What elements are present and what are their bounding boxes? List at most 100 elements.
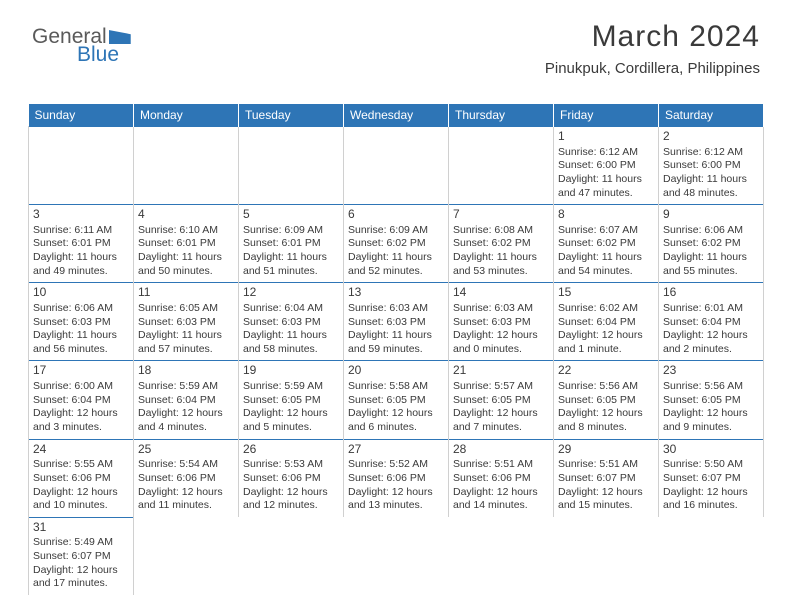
day-number: 7 xyxy=(453,207,549,223)
sunset-line: Sunset: 6:07 PM xyxy=(33,550,129,564)
calendar-header-row: Sunday Monday Tuesday Wednesday Thursday… xyxy=(29,104,764,127)
calendar-cell: 10Sunrise: 6:06 AMSunset: 6:03 PMDayligh… xyxy=(29,283,134,361)
sunrise-line: Sunrise: 5:58 AM xyxy=(348,380,444,394)
sunrise-line: Sunrise: 6:09 AM xyxy=(243,224,339,238)
day-number: 27 xyxy=(348,442,444,458)
sunrise-line: Sunrise: 6:09 AM xyxy=(348,224,444,238)
calendar-cell xyxy=(344,127,449,205)
sunrise-line: Sunrise: 6:08 AM xyxy=(453,224,549,238)
day-number: 6 xyxy=(348,207,444,223)
daylight-line: Daylight: 11 hours and 55 minutes. xyxy=(663,251,759,278)
calendar-cell: 31Sunrise: 5:49 AMSunset: 6:07 PMDayligh… xyxy=(29,517,134,595)
calendar-week-row: 31Sunrise: 5:49 AMSunset: 6:07 PMDayligh… xyxy=(29,517,764,595)
day-number: 19 xyxy=(243,363,339,379)
col-mon: Monday xyxy=(134,104,239,127)
sunrise-line: Sunrise: 6:10 AM xyxy=(138,224,234,238)
sunset-line: Sunset: 6:06 PM xyxy=(33,472,129,486)
daylight-line: Daylight: 12 hours and 3 minutes. xyxy=(33,407,129,434)
sunset-line: Sunset: 6:02 PM xyxy=(663,237,759,251)
sunrise-line: Sunrise: 5:50 AM xyxy=(663,458,759,472)
month-title: March 2024 xyxy=(545,20,760,54)
sunset-line: Sunset: 6:06 PM xyxy=(348,472,444,486)
calendar-cell: 26Sunrise: 5:53 AMSunset: 6:06 PMDayligh… xyxy=(239,439,344,517)
calendar-cell xyxy=(449,517,554,595)
day-number: 13 xyxy=(348,285,444,301)
daylight-line: Daylight: 12 hours and 4 minutes. xyxy=(138,407,234,434)
day-number: 22 xyxy=(558,363,654,379)
calendar-cell: 16Sunrise: 6:01 AMSunset: 6:04 PMDayligh… xyxy=(659,283,764,361)
sunrise-line: Sunrise: 6:07 AM xyxy=(558,224,654,238)
calendar-cell xyxy=(449,127,554,205)
calendar-cell: 21Sunrise: 5:57 AMSunset: 6:05 PMDayligh… xyxy=(449,361,554,439)
calendar-cell: 24Sunrise: 5:55 AMSunset: 6:06 PMDayligh… xyxy=(29,439,134,517)
col-wed: Wednesday xyxy=(344,104,449,127)
sunset-line: Sunset: 6:05 PM xyxy=(348,394,444,408)
day-number: 12 xyxy=(243,285,339,301)
calendar-cell: 25Sunrise: 5:54 AMSunset: 6:06 PMDayligh… xyxy=(134,439,239,517)
sunrise-line: Sunrise: 5:52 AM xyxy=(348,458,444,472)
sunset-line: Sunset: 6:05 PM xyxy=(243,394,339,408)
logo-text-2: Blue xyxy=(77,43,119,67)
daylight-line: Daylight: 12 hours and 12 minutes. xyxy=(243,486,339,513)
sunrise-line: Sunrise: 5:49 AM xyxy=(33,536,129,550)
sunrise-line: Sunrise: 6:11 AM xyxy=(33,224,129,238)
sunset-line: Sunset: 6:05 PM xyxy=(663,394,759,408)
daylight-line: Daylight: 12 hours and 13 minutes. xyxy=(348,486,444,513)
day-number: 20 xyxy=(348,363,444,379)
calendar-cell: 14Sunrise: 6:03 AMSunset: 6:03 PMDayligh… xyxy=(449,283,554,361)
calendar-cell: 29Sunrise: 5:51 AMSunset: 6:07 PMDayligh… xyxy=(554,439,659,517)
daylight-line: Daylight: 12 hours and 15 minutes. xyxy=(558,486,654,513)
day-number: 11 xyxy=(138,285,234,301)
sunrise-line: Sunrise: 6:03 AM xyxy=(348,302,444,316)
sunset-line: Sunset: 6:05 PM xyxy=(453,394,549,408)
day-number: 1 xyxy=(558,129,654,145)
calendar-cell: 3Sunrise: 6:11 AMSunset: 6:01 PMDaylight… xyxy=(29,205,134,283)
calendar-cell xyxy=(134,127,239,205)
sunset-line: Sunset: 6:03 PM xyxy=(243,316,339,330)
daylight-line: Daylight: 11 hours and 54 minutes. xyxy=(558,251,654,278)
sunset-line: Sunset: 6:04 PM xyxy=(138,394,234,408)
calendar-cell xyxy=(659,517,764,595)
calendar-cell: 7Sunrise: 6:08 AMSunset: 6:02 PMDaylight… xyxy=(449,205,554,283)
sunset-line: Sunset: 6:03 PM xyxy=(348,316,444,330)
day-number: 14 xyxy=(453,285,549,301)
day-number: 5 xyxy=(243,207,339,223)
col-tue: Tuesday xyxy=(239,104,344,127)
sunset-line: Sunset: 6:04 PM xyxy=(33,394,129,408)
daylight-line: Daylight: 12 hours and 6 minutes. xyxy=(348,407,444,434)
daylight-line: Daylight: 12 hours and 2 minutes. xyxy=(663,329,759,356)
sunrise-line: Sunrise: 6:04 AM xyxy=(243,302,339,316)
daylight-line: Daylight: 12 hours and 8 minutes. xyxy=(558,407,654,434)
sunrise-line: Sunrise: 5:51 AM xyxy=(558,458,654,472)
sunset-line: Sunset: 6:01 PM xyxy=(243,237,339,251)
daylight-line: Daylight: 11 hours and 59 minutes. xyxy=(348,329,444,356)
calendar-cell: 20Sunrise: 5:58 AMSunset: 6:05 PMDayligh… xyxy=(344,361,449,439)
sunrise-line: Sunrise: 6:06 AM xyxy=(663,224,759,238)
daylight-line: Daylight: 12 hours and 17 minutes. xyxy=(33,564,129,591)
sunrise-line: Sunrise: 5:53 AM xyxy=(243,458,339,472)
sunset-line: Sunset: 6:07 PM xyxy=(663,472,759,486)
sunrise-line: Sunrise: 5:56 AM xyxy=(558,380,654,394)
calendar-cell: 9Sunrise: 6:06 AMSunset: 6:02 PMDaylight… xyxy=(659,205,764,283)
calendar-cell: 4Sunrise: 6:10 AMSunset: 6:01 PMDaylight… xyxy=(134,205,239,283)
sunrise-line: Sunrise: 5:59 AM xyxy=(243,380,339,394)
daylight-line: Daylight: 11 hours and 56 minutes. xyxy=(33,329,129,356)
sunset-line: Sunset: 6:04 PM xyxy=(663,316,759,330)
header: March 2024 Pinukpuk, Cordillera, Philipp… xyxy=(545,20,760,77)
calendar-week-row: 24Sunrise: 5:55 AMSunset: 6:06 PMDayligh… xyxy=(29,439,764,517)
daylight-line: Daylight: 11 hours and 57 minutes. xyxy=(138,329,234,356)
sunrise-line: Sunrise: 5:56 AM xyxy=(663,380,759,394)
day-number: 10 xyxy=(33,285,129,301)
daylight-line: Daylight: 12 hours and 7 minutes. xyxy=(453,407,549,434)
sunset-line: Sunset: 6:03 PM xyxy=(138,316,234,330)
day-number: 24 xyxy=(33,442,129,458)
calendar-cell: 5Sunrise: 6:09 AMSunset: 6:01 PMDaylight… xyxy=(239,205,344,283)
calendar-cell xyxy=(134,517,239,595)
calendar-cell: 28Sunrise: 5:51 AMSunset: 6:06 PMDayligh… xyxy=(449,439,554,517)
calendar-cell xyxy=(239,517,344,595)
day-number: 17 xyxy=(33,363,129,379)
logo: General Blue xyxy=(32,25,131,49)
col-sat: Saturday xyxy=(659,104,764,127)
logo-flag-icon xyxy=(109,30,131,44)
calendar-cell: 18Sunrise: 5:59 AMSunset: 6:04 PMDayligh… xyxy=(134,361,239,439)
